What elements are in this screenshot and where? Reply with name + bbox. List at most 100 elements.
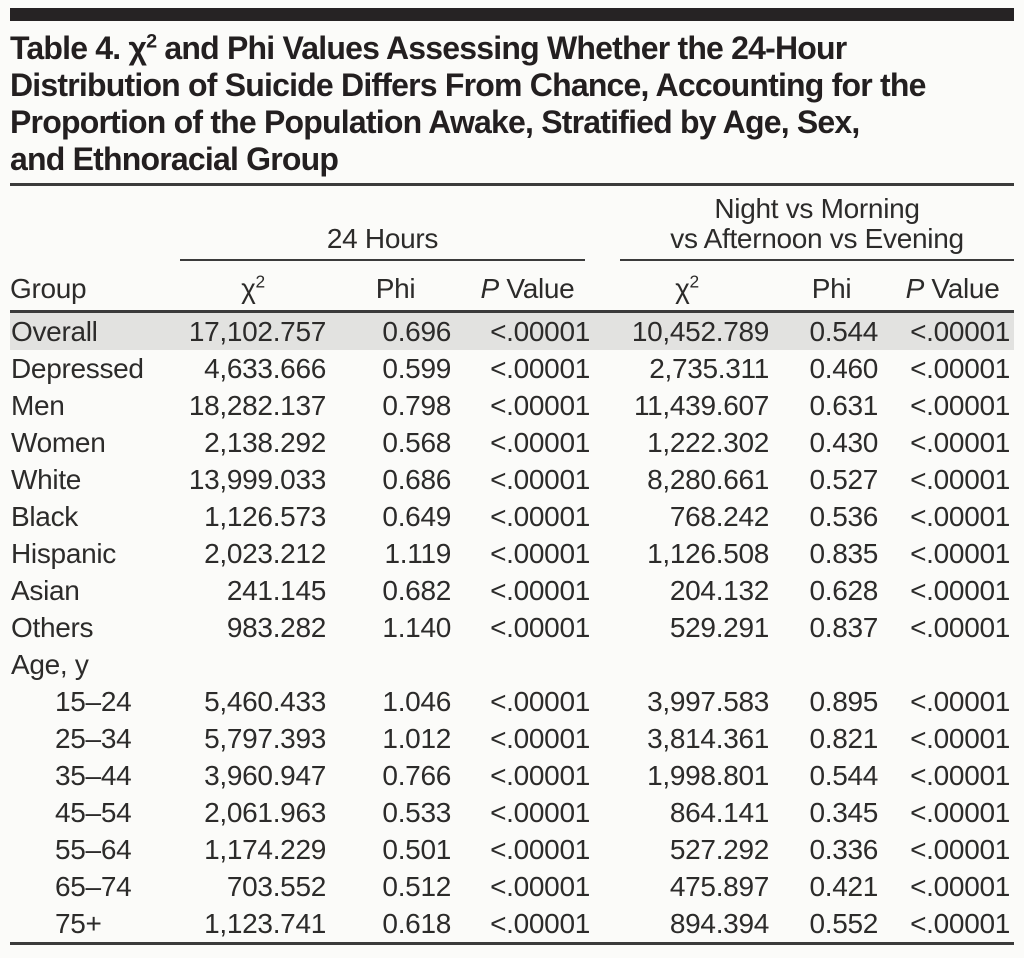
row-label: 75+	[55, 907, 102, 939]
spanner-row-empty-cell	[10, 194, 180, 261]
value-cell	[465, 646, 605, 683]
value-cell: <.00001	[910, 574, 1011, 606]
value-cell: 4,633.666	[204, 352, 326, 384]
row-label: Others	[11, 611, 94, 643]
value-cell: <.00001	[490, 685, 591, 717]
title-line-4: and Ethnoracial Group	[10, 141, 339, 177]
value-cell: 2,061.963	[204, 796, 326, 828]
spanner-24-hours-cell: 24 Hours	[180, 194, 605, 261]
table-body: Overall 17,102.757 0.696 <.00001 10,452.789 0…	[10, 311, 1015, 943]
value-cell: <.00001	[490, 907, 591, 939]
value-cell: <.00001	[490, 796, 591, 828]
table-row: Age, y	[10, 646, 1014, 683]
value-cell: <.00001	[465, 311, 606, 350]
column-header-chi2-24h: χ2	[180, 261, 340, 313]
value-cell: 10,452.789	[605, 311, 786, 350]
value-cell: <.00001	[910, 389, 1011, 421]
value-cell: 0.631	[809, 389, 879, 421]
value-cell: 3,814.361	[647, 722, 770, 754]
value-cell: <.00001	[910, 426, 1011, 458]
value-cell: 0.568	[382, 426, 451, 458]
chi-symbol: χ	[675, 273, 690, 304]
value-cell: 0.533	[382, 796, 451, 828]
column-header-chi2-night: χ2	[605, 261, 786, 313]
value-cell: 1.140	[382, 611, 451, 643]
value-cell: 0.527	[809, 463, 879, 495]
value-cell: 0.682	[382, 574, 451, 606]
value-cell: 0.430	[809, 426, 879, 458]
value-cell: <.00001	[910, 759, 1011, 791]
table-top-bar	[10, 8, 1014, 21]
p-value-label: Value	[498, 273, 575, 304]
value-cell: 204.132	[669, 574, 770, 606]
paper-table-page: Table 4. χ 2 and Phi Values Assessing Whe…	[0, 8, 1024, 945]
value-cell: 2,023.212	[204, 537, 326, 569]
value-cell: 1,998.801	[647, 759, 770, 791]
table-row: 55–64 1,174.229 0.501 <.00001 527.292 0.336 <.…	[10, 831, 1014, 868]
title-line1-text: Table 4. χ	[10, 30, 147, 66]
value-cell: 18,282.137	[188, 389, 326, 421]
value-cell: 0.336	[809, 833, 879, 865]
value-cell: 1.012	[382, 722, 451, 754]
row-label: 15–24	[55, 685, 132, 717]
row-label: 65–74	[55, 870, 132, 902]
column-header-phi-night: Phi	[785, 261, 896, 313]
value-cell: 0.345	[809, 796, 879, 828]
value-cell	[180, 646, 340, 683]
value-cell: 527.292	[669, 833, 770, 865]
title-line1-rest: and Phi Values Assessing Whether the 24-…	[156, 30, 847, 66]
value-cell	[785, 646, 895, 683]
value-cell: <.00001	[910, 500, 1011, 532]
spanner-night-morning: Night vs Morning vs Afternoon vs Evening	[620, 194, 1015, 261]
value-cell: 0.686	[382, 463, 451, 495]
table-row: 75+ 1,123.741 0.618 <.00001 894.394 0.552 <.00…	[10, 905, 1014, 942]
table-title: Table 4. χ2 and Phi Values Assessing Whe…	[10, 30, 1014, 178]
chi-superscript: 2	[689, 271, 700, 292]
value-cell: <.00001	[490, 759, 591, 791]
p-italic: P	[905, 273, 925, 304]
table-row: Asian 241.145 0.682 <.00001 204.132 0.628 <.00…	[10, 572, 1014, 609]
table-row: 65–74 703.552 0.512 <.00001 475.897 0.421 <.00…	[10, 868, 1014, 905]
value-cell: 0.837	[809, 611, 879, 643]
table-row: Others 983.282 1.140 <.00001 529.291 0.837 <.0…	[10, 609, 1014, 646]
table-row: 25–34 5,797.393 1.012 <.00001 3,814.361 0.821…	[10, 720, 1014, 757]
row-label: 45–54	[55, 796, 132, 828]
value-cell: 0.544	[785, 311, 896, 350]
value-cell: 241.145	[226, 574, 326, 606]
value-cell: 768.242	[669, 500, 770, 532]
chi-symbol: χ	[241, 273, 256, 304]
data-table: 24 Hours Night vs Morning vs Afternoon v…	[10, 194, 1015, 943]
value-cell: 0.628	[809, 574, 879, 606]
chi-superscript: 2	[255, 271, 266, 292]
value-cell: <.00001	[910, 907, 1011, 939]
p-value-label: Value	[923, 273, 1000, 304]
value-cell: <.00001	[910, 796, 1011, 828]
column-header-pvalue-24h: P Value	[465, 261, 606, 313]
value-cell	[605, 646, 785, 683]
value-cell: 3,960.947	[204, 759, 326, 791]
row-label: Black	[11, 500, 78, 532]
value-cell: 13,999.033	[188, 463, 326, 495]
value-cell: <.00001	[490, 611, 591, 643]
value-cell: 5,797.393	[204, 722, 326, 754]
value-cell: 1,126.508	[647, 537, 770, 569]
value-cell: 0.552	[809, 907, 879, 939]
row-label: Overall	[10, 311, 180, 350]
spanner-night-cell: Night vs Morning vs Afternoon vs Evening	[605, 194, 1015, 261]
value-cell: 703.552	[226, 870, 326, 902]
value-cell: 0.460	[809, 352, 879, 384]
table-header: 24 Hours Night vs Morning vs Afternoon v…	[10, 194, 1015, 313]
value-cell: 1,123.741	[204, 907, 326, 939]
table-row: White 13,999.033 0.686 <.00001 8,280.661 0.52…	[10, 461, 1014, 498]
value-cell: <.00001	[490, 500, 591, 532]
table-row: 45–54 2,061.963 0.533 <.00001 864.141 0.345 <.…	[10, 794, 1014, 831]
column-header-group: Group	[10, 261, 180, 313]
value-cell: 864.141	[669, 796, 770, 828]
value-cell: <.00001	[910, 537, 1011, 569]
rule-bottom	[10, 942, 1014, 945]
row-label: Asian	[11, 574, 80, 606]
row-label: 35–44	[55, 759, 132, 791]
value-cell: <.00001	[910, 833, 1011, 865]
value-cell: 1,222.302	[647, 426, 770, 458]
value-cell: <.00001	[490, 833, 591, 865]
